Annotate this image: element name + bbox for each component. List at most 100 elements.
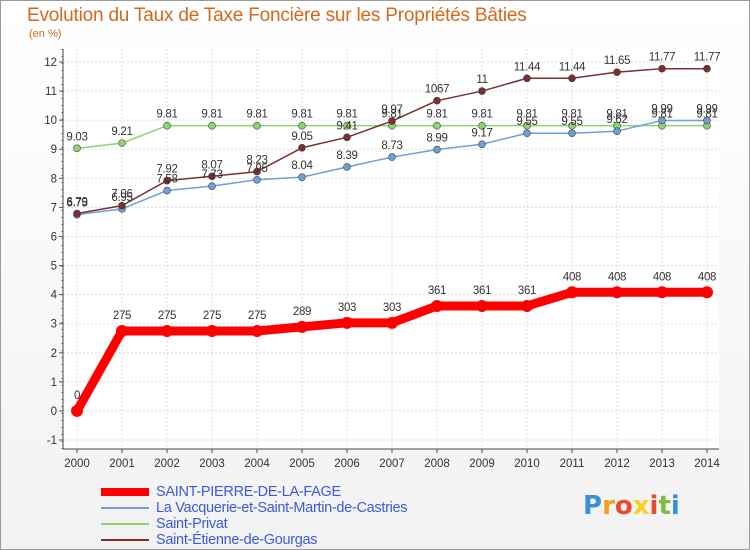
data-point-series-3	[433, 96, 441, 105]
data-label-series-3: 8.07	[201, 159, 222, 171]
legend-item-series-0: SAINT-PIERRE-DE-LA-FAGE	[101, 484, 521, 500]
x-tick-label: 2012	[604, 458, 630, 470]
data-label-series-2: 9.81	[201, 109, 222, 121]
data-point-series-2	[118, 139, 126, 147]
data-label-series-1: 9.55	[516, 116, 537, 128]
data-label-series-0: 408	[608, 271, 626, 283]
data-label-series-0: 303	[383, 302, 401, 314]
data-label-series-2: 9.81	[381, 109, 402, 121]
data-point-series-0	[251, 324, 263, 337]
chart-title: Evolution du Taux de Taxe Foncière sur l…	[27, 5, 527, 26]
y-tick-label: 8	[51, 173, 57, 185]
x-tick-label: 2004	[244, 458, 270, 470]
y-axis-unit-label: (en %)	[29, 28, 62, 40]
legend-item-series-1: La Vacquerie-et-Saint-Martin-de-Castries	[101, 500, 521, 516]
y-tick-label: 4	[51, 290, 58, 302]
data-point-series-2	[343, 121, 351, 130]
data-point-series-0	[161, 324, 173, 337]
data-label-series-1: 8.04	[291, 160, 313, 172]
data-label-series-3: 11.65	[604, 55, 630, 67]
data-point-series-2	[298, 121, 306, 130]
data-label-series-1: 8.99	[426, 133, 447, 145]
data-point-series-1	[658, 116, 666, 125]
data-point-series-3	[163, 176, 171, 185]
data-label-series-2: 9.81	[651, 109, 672, 121]
data-point-series-1	[253, 175, 261, 184]
logo-letter: i	[670, 491, 680, 521]
x-tick-label: 2003	[199, 458, 225, 470]
data-label-series-0: 361	[473, 285, 491, 297]
data-label-series-2: 9.81	[561, 109, 582, 121]
data-point-series-1	[388, 153, 396, 161]
y-tick-label: 3	[51, 319, 57, 331]
y-tick-label: 11	[45, 86, 57, 98]
data-label-series-3: 6.79	[66, 196, 87, 208]
data-label-series-0: 275	[248, 310, 266, 322]
x-tick-label: 2011	[560, 458, 585, 470]
legend-item-series-2: Saint-Privat	[101, 516, 521, 532]
y-tick-label: 0	[51, 406, 57, 418]
data-point-series-3	[523, 74, 531, 83]
y-tick-label: 10	[44, 115, 57, 127]
x-tick-label: 2014	[694, 458, 720, 470]
legend-swatch-series-0	[101, 488, 149, 496]
data-point-series-0	[566, 286, 578, 299]
data-label-series-3: 9.97	[381, 104, 402, 116]
data-point-series-0	[386, 316, 398, 329]
y-tick-label: 7	[51, 202, 57, 214]
data-point-series-2	[73, 144, 81, 153]
data-label-series-0: 361	[518, 285, 536, 297]
data-label-series-0: 408	[698, 271, 716, 283]
data-point-series-0	[341, 316, 353, 329]
data-label-series-0: 0	[74, 390, 80, 402]
data-label-series-0: 408	[563, 271, 581, 283]
data-label-series-1: 7.73	[201, 169, 222, 181]
x-tick-label: 2008	[424, 458, 450, 470]
data-point-series-2	[568, 121, 576, 130]
data-label-series-1: 7.95	[246, 163, 267, 175]
y-tick-label: 6	[51, 231, 57, 243]
data-point-series-2	[253, 121, 261, 130]
data-label-series-3: 8.23	[246, 155, 267, 167]
data-point-series-0	[656, 286, 668, 299]
data-label-series-1: 9.99	[651, 103, 672, 115]
data-point-series-2	[523, 121, 531, 130]
x-tick-label: 2000	[64, 458, 90, 470]
data-point-series-3	[388, 117, 396, 125]
logo-letter: P	[583, 491, 603, 521]
x-tick-label: 2001	[109, 458, 135, 470]
data-label-series-2: 9.81	[606, 109, 627, 121]
data-label-series-3: 7.06	[111, 189, 132, 201]
data-point-series-0	[521, 299, 533, 312]
data-label-series-2: 9.81	[336, 109, 357, 121]
data-label-series-1: 9.55	[561, 116, 582, 128]
data-point-series-1	[208, 182, 216, 190]
data-label-series-0: 361	[428, 285, 446, 297]
data-point-series-1	[703, 116, 711, 125]
logo-letter: i	[649, 491, 659, 521]
data-point-series-3	[118, 201, 126, 210]
data-label-series-3: 9.05	[291, 131, 312, 143]
legend-label-series-2: Saint-Privat	[156, 516, 228, 532]
data-point-series-1	[163, 186, 171, 195]
data-point-series-3	[73, 209, 81, 218]
data-point-series-1	[568, 129, 576, 138]
data-point-series-3	[568, 74, 576, 83]
y-tick-label: 2	[51, 348, 57, 360]
data-point-series-1	[298, 173, 306, 181]
data-label-series-0: 275	[203, 310, 221, 322]
data-label-series-1: 6.95	[111, 192, 132, 204]
data-point-series-3	[298, 143, 306, 152]
x-tick-label: 2010	[514, 458, 540, 470]
data-point-series-0	[71, 404, 83, 417]
data-label-series-0: 289	[293, 306, 311, 318]
logo-letter: r	[602, 491, 615, 521]
x-tick-label: 2007	[379, 458, 405, 470]
data-point-series-0	[611, 286, 623, 299]
data-label-series-2: 9.81	[471, 109, 492, 121]
data-label-series-1: 9.99	[696, 103, 717, 115]
data-label-series-1: 8.39	[336, 150, 357, 162]
legend-swatch-series-1	[101, 507, 149, 509]
y-tick-label: 12	[44, 57, 57, 69]
